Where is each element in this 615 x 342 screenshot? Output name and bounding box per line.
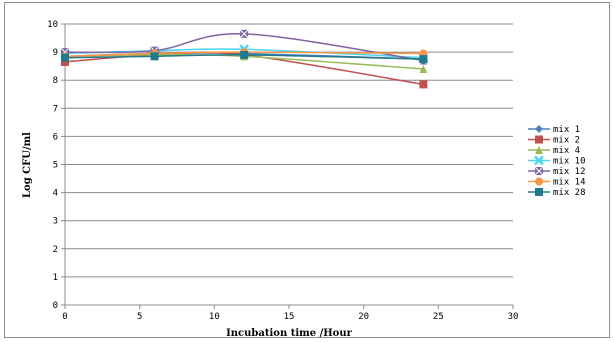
series-line: [64, 33, 424, 62]
data-point: [240, 50, 249, 59]
legend-label: mix 12: [553, 167, 586, 177]
x-tick-label: 25: [433, 312, 444, 322]
series-lines: [60, 29, 429, 89]
y-tick-label: 10: [47, 20, 58, 30]
y-tick-label: 6: [53, 132, 58, 142]
legend-item: mix 28: [528, 188, 586, 198]
legend-label: mix 1: [553, 125, 580, 135]
x-tick-label: 0: [62, 312, 67, 322]
legend-label: mix 28: [553, 188, 586, 198]
legend-item: mix 2: [528, 135, 580, 146]
legend-item: mix 14: [528, 177, 586, 188]
x-tick-label: 5: [137, 312, 142, 322]
marker-stroke: [534, 166, 544, 176]
legend-item: mix 12: [528, 166, 586, 177]
data-point: [61, 53, 69, 62]
legend-label: mix 10: [553, 157, 586, 167]
y-tick-label: 0: [53, 301, 58, 311]
x-axis-title: Incubation time /Hour: [226, 328, 353, 339]
legend-marker: [535, 146, 543, 154]
legend-marker: [535, 125, 543, 133]
legend-item: mix 4: [528, 146, 580, 156]
y-tick-label: 4: [53, 189, 58, 199]
legend-marker: [535, 188, 543, 196]
y-axis-title: Log CFU/ml: [22, 132, 33, 198]
y-tick-label: 7: [53, 104, 58, 114]
y-tick-label: 2: [53, 245, 58, 255]
data-point: [419, 64, 428, 73]
legend-item: mix 10: [528, 155, 586, 167]
x-tick-label: 10: [209, 312, 220, 322]
legend-label: mix 4: [553, 146, 580, 156]
legend-marker: [535, 177, 543, 186]
y-tick-label: 3: [53, 217, 58, 227]
data-point: [61, 57, 69, 66]
series-7: [61, 50, 428, 64]
axes: 0 1 2 3 4 5 6 7 8 9 10 0 5 10 15 20 25 30: [47, 20, 518, 322]
data-point: [150, 52, 159, 61]
y-tick-label: 1: [53, 273, 58, 283]
x-tick-label: 30: [508, 312, 519, 322]
y-tick-label: 5: [53, 161, 58, 171]
legend-item: mix 1: [528, 125, 580, 135]
x-tick-label: 15: [284, 312, 295, 322]
series-line: [64, 51, 424, 58]
x-tick-label: 20: [358, 312, 369, 322]
data-point: [239, 29, 249, 39]
legend-marker: [535, 135, 543, 144]
marker-stroke: [239, 29, 249, 39]
data-point: [419, 80, 428, 89]
marker-stroke: [534, 155, 544, 166]
legend-marker: [534, 155, 544, 166]
y-tick-label: 9: [53, 48, 58, 58]
legend-label: mix 14: [553, 178, 586, 188]
legend-marker: [534, 166, 544, 176]
series-line: [64, 54, 424, 60]
data-point: [419, 55, 428, 64]
y-tick-label: 8: [53, 76, 58, 86]
legend-label: mix 2: [553, 136, 580, 146]
